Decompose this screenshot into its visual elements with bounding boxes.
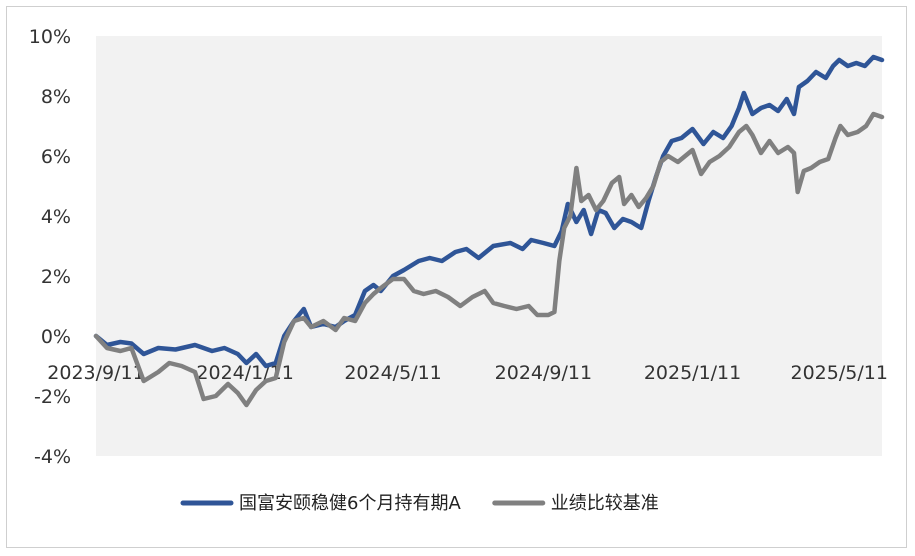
legend-label-2: 业绩比较基准 [551,493,659,514]
x-tick-label: 2025/5/11 [791,362,888,384]
series-line-1 [93,54,885,369]
x-tick-label: 2023/9/11 [47,362,144,384]
line-chart: 10%8%6%4%2%0%-2%-4% 2023/9/11 2024/1/11 20… [29,26,888,514]
y-axis-ticks: 10% 8% 6% 4% 2% 0% -2% -4% [29,26,71,468]
y-tick-label: 2% [41,266,71,288]
chart-frame: 10% 8% 6% 4% 2% 0% -2% -4% 2023/9/11 2024/1/11 20… [6,6,907,548]
y-tick-label: 10% [29,26,71,48]
x-tick-label: 2025/1/11 [644,362,741,384]
y-tick-label: 6% [41,146,71,168]
plot-area [96,36,882,456]
y-tick-label: 4% [41,206,71,228]
y-tick-label: -4% [34,446,71,468]
y-tick-label: 0% [41,326,71,348]
y-tick-label: 8% [41,86,71,108]
legend: 国富安颐稳健6个月持有期A 业绩比较基准 [180,493,659,514]
legend-label-1: 国富安颐稳健6个月持有期A [239,493,461,514]
y-tick-label: -2% [34,386,71,408]
series-line-2 [93,111,885,408]
x-tick-label: 2024/5/11 [344,362,441,384]
series-lines [93,54,885,408]
x-tick-label: 2024/9/11 [495,362,592,384]
